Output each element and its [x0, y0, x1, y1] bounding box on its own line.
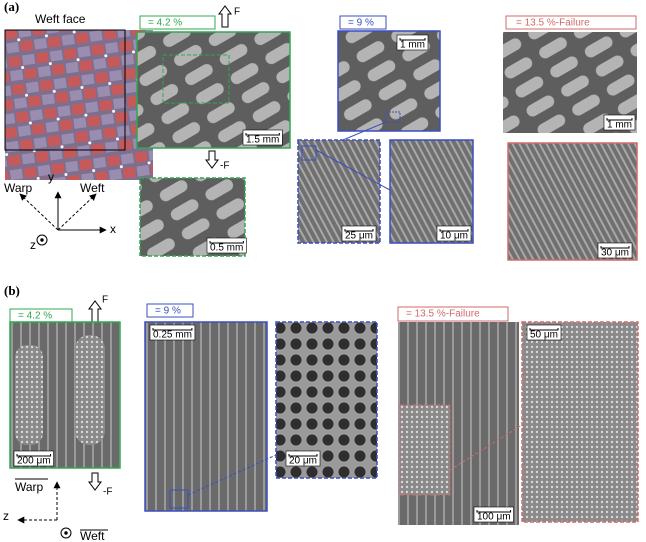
axis-label: y	[48, 170, 54, 184]
scale-label: 50 μm	[530, 330, 558, 341]
scale-bar	[399, 38, 426, 41]
force-label: F	[102, 295, 108, 306]
panel-label: (a)	[4, 0, 19, 14]
strain-box	[339, 15, 387, 30]
scale-box	[597, 242, 633, 259]
scale-box	[242, 129, 283, 146]
panel-label: (b)	[4, 283, 20, 298]
weave-image	[5, 30, 153, 180]
axis-label: x	[110, 222, 116, 236]
axis-label: z	[3, 509, 9, 523]
scale-box	[206, 237, 247, 254]
zoom-region	[385, 111, 401, 123]
zoom-line	[449, 424, 523, 471]
scale-bar	[476, 510, 512, 513]
scale-label: 0.25 mm	[153, 330, 192, 341]
scale-bar	[152, 328, 193, 331]
force-label: F	[234, 7, 240, 18]
scale-bar	[16, 454, 52, 457]
strain-label: = 4.2 %	[148, 18, 182, 29]
scale-box	[13, 450, 54, 467]
scale-bar	[529, 328, 559, 331]
scale-label: 200 μm	[17, 456, 51, 467]
scale-box	[396, 34, 429, 51]
micrograph	[521, 321, 639, 523]
strain-label: = 9 %	[348, 18, 374, 29]
scale-label: 25 μm	[345, 231, 373, 242]
micrograph	[507, 142, 638, 261]
axis-label: Warp	[4, 181, 33, 195]
strain-label: = 4.2 %	[18, 311, 52, 322]
scale-label: 0.5 mm	[210, 243, 243, 254]
axes-b	[15, 478, 108, 539]
micrograph	[297, 139, 381, 244]
weave-title: Weft face	[35, 12, 86, 26]
strain-box	[505, 15, 637, 30]
scale-label: 1 mm	[400, 40, 425, 51]
force-arrow	[205, 150, 219, 169]
micrograph-detail	[75, 335, 105, 445]
scale-label: 20 μm	[289, 456, 317, 467]
micrograph	[136, 31, 291, 149]
scale-box	[526, 324, 562, 341]
zoom-line	[342, 121, 387, 141]
scale-box	[603, 114, 636, 131]
force-label: -F	[220, 161, 229, 172]
force-label: -F	[103, 487, 112, 498]
weave-frame	[4, 29, 126, 151]
axis-label: Weft	[80, 529, 105, 542]
scale-box	[436, 225, 472, 242]
zoom-region	[169, 489, 189, 509]
micrograph-detail	[15, 345, 43, 445]
axis-label: z	[30, 238, 36, 252]
scale-box	[341, 225, 377, 242]
scale-box	[285, 450, 321, 467]
axes-a	[19, 191, 107, 246]
micrograph	[144, 321, 268, 512]
scale-label: 1.5 mm	[246, 135, 279, 146]
axis-label: Weft	[80, 181, 105, 195]
force-arrow	[218, 5, 232, 28]
strain-box	[139, 15, 216, 30]
force-arrow	[88, 300, 102, 323]
scale-bar	[344, 229, 374, 232]
scale-bar	[600, 246, 630, 249]
scale-label: 1 mm	[607, 120, 632, 131]
scale-bar	[606, 118, 633, 121]
scale-label: 30 μm	[601, 248, 629, 259]
zoom-region	[301, 145, 317, 161]
strain-label: = 13.5 %-Failure	[516, 18, 590, 29]
zoom-region	[399, 404, 451, 496]
scale-label: 100 μm	[477, 512, 511, 523]
strain-label: = 13.5 %-Failure	[406, 309, 480, 320]
axis-label: Warp	[15, 480, 44, 494]
zoom-line	[187, 454, 277, 496]
scale-bar	[439, 229, 469, 232]
zoom-line	[315, 149, 391, 191]
scale-bar	[209, 241, 244, 244]
scale-box	[473, 506, 514, 523]
scale-box	[149, 324, 196, 341]
scale-bar	[288, 454, 318, 457]
scale-label: 10 μm	[440, 231, 468, 242]
scale-bar	[245, 133, 280, 136]
strain-label: = 9 %	[155, 306, 181, 317]
force-arrow	[88, 472, 102, 491]
strain-box	[146, 303, 194, 318]
strain-box	[397, 306, 509, 322]
zoom-region	[162, 54, 230, 104]
